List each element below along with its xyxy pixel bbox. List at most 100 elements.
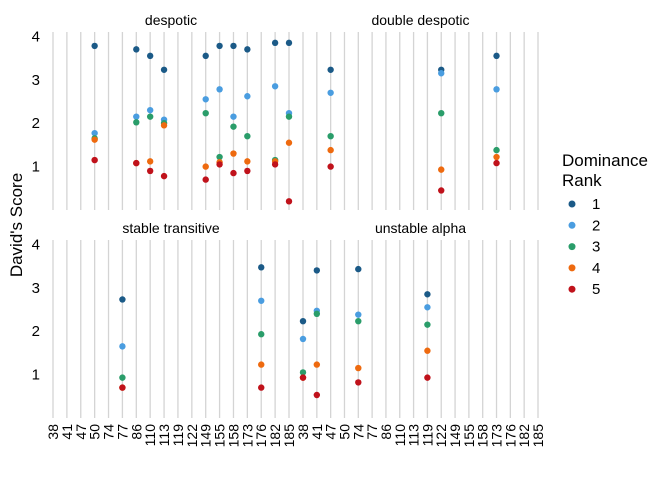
data-point	[438, 70, 445, 77]
legend-swatch	[568, 243, 576, 251]
legend-swatch	[568, 285, 576, 293]
data-point	[493, 159, 500, 167]
x-tick-label: 158	[475, 424, 491, 448]
legend-swatch	[568, 221, 576, 229]
data-point	[299, 369, 307, 376]
data-point	[493, 146, 500, 154]
data-point	[202, 163, 209, 170]
data-point	[160, 66, 168, 73]
x-tick-label: 122	[184, 424, 200, 448]
data-point	[244, 46, 251, 53]
data-point	[230, 42, 237, 50]
data-point	[91, 129, 98, 137]
x-tick-label: 173	[489, 424, 505, 448]
panel-title: double despotic	[371, 12, 469, 28]
data-point	[258, 361, 265, 368]
data-point	[216, 42, 223, 50]
data-point	[133, 46, 140, 53]
panel-title: stable transitive	[122, 220, 219, 236]
x-tick-label: 41	[59, 424, 75, 440]
data-point	[202, 109, 209, 117]
x-tick-label: 77	[114, 424, 130, 440]
panel-title: despotic	[145, 12, 197, 28]
data-point	[327, 132, 334, 140]
data-point	[313, 267, 321, 274]
x-tick-label: 50	[336, 424, 352, 440]
x-tick-label: 47	[73, 424, 89, 440]
x-tick-label: 86	[378, 424, 394, 440]
x-tick-label: 38	[45, 424, 61, 440]
x-tick-label: 86	[128, 424, 144, 440]
x-tick-label: 113	[406, 424, 422, 447]
legend-swatch	[568, 264, 576, 272]
data-point	[119, 374, 126, 381]
data-point	[313, 361, 321, 368]
data-point	[285, 198, 293, 205]
data-point	[202, 96, 209, 103]
data-point	[271, 161, 279, 168]
x-tick-label: 149	[198, 424, 214, 448]
data-point	[258, 331, 265, 338]
x-tick-label: 173	[239, 424, 255, 448]
data-point	[327, 66, 334, 73]
data-point	[216, 161, 223, 168]
data-point	[258, 264, 265, 271]
legend-label: 3	[592, 239, 600, 256]
data-point	[119, 343, 126, 350]
data-point	[230, 123, 237, 130]
panel-title: unstable alpha	[375, 220, 466, 236]
x-tick-label: 110	[392, 424, 408, 447]
facet-panel-3: stable transitive	[52, 220, 290, 418]
x-tick-label: 155	[461, 424, 477, 448]
legend-label: 4	[592, 260, 600, 277]
data-point	[202, 52, 209, 60]
data-point	[313, 310, 321, 318]
x-tick-label: 149	[447, 424, 463, 448]
legend-title: Dominance Rank	[562, 151, 648, 190]
data-point	[299, 335, 307, 343]
data-point	[133, 119, 140, 126]
data-point	[285, 139, 293, 146]
legend-swatch	[568, 200, 576, 208]
data-point	[216, 86, 223, 93]
data-point	[424, 347, 431, 354]
data-point	[258, 384, 265, 391]
y-tick-label: 4	[32, 28, 40, 45]
data-point	[271, 39, 279, 47]
y-tick-label: 1	[32, 367, 40, 384]
data-point	[493, 153, 500, 161]
x-tick-label: 182	[516, 424, 532, 448]
x-tick-label: 74	[101, 424, 117, 440]
data-point	[258, 297, 265, 304]
x-tick-label: 113	[156, 424, 172, 447]
y-tick-label: 1	[32, 159, 40, 176]
data-point	[327, 89, 334, 96]
data-point	[146, 52, 154, 60]
data-point	[244, 167, 251, 175]
data-point	[438, 187, 445, 194]
data-point	[160, 172, 168, 180]
y-tick-label: 3	[32, 280, 40, 297]
data-point	[424, 304, 431, 311]
data-point	[230, 169, 237, 177]
y-tick-label: 2	[32, 323, 40, 340]
x-tick-label: 110	[142, 424, 158, 447]
data-point	[424, 321, 431, 328]
y-tick-label: 3	[32, 72, 40, 89]
y-tick-label: 2	[32, 115, 40, 132]
x-tick-label: 119	[419, 424, 435, 447]
x-tick-label: 38	[295, 424, 311, 440]
data-point	[355, 364, 362, 372]
data-point	[285, 113, 293, 120]
x-tick-label: 119	[170, 424, 186, 447]
x-tick-label: 158	[225, 424, 241, 448]
legend: Dominance Rank 1 2 3 4 5	[562, 151, 648, 298]
data-point	[230, 150, 237, 157]
data-point	[160, 122, 168, 129]
data-point	[327, 163, 334, 170]
data-point	[438, 109, 445, 117]
x-tick-label: 50	[87, 424, 103, 440]
data-point	[146, 158, 154, 165]
data-point	[133, 113, 140, 120]
